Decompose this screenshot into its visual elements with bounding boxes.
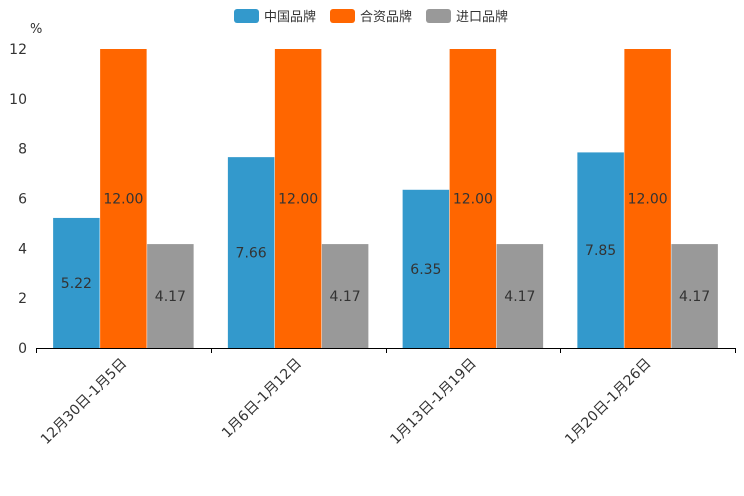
y-tick-label: 6 — [18, 192, 27, 208]
bar-2-0 — [147, 244, 194, 348]
bar-2-1 — [321, 244, 369, 348]
bar-1-0 — [100, 49, 147, 348]
bar-0-0 — [53, 217, 100, 348]
data-label-0-2: 6.35 — [410, 262, 441, 278]
legend-swatch-2 — [426, 9, 451, 23]
data-label-1-2: 12.00 — [453, 192, 493, 208]
data-label-2-0: 4.17 — [155, 289, 186, 305]
bar-0-2 — [402, 189, 450, 348]
data-label-1-0: 12.00 — [103, 192, 143, 208]
data-label-2-2: 4.17 — [504, 289, 535, 305]
bar-1-1 — [274, 49, 322, 348]
bar-0-1 — [227, 157, 275, 348]
bar-1-2 — [449, 49, 497, 348]
bar-1-3 — [624, 49, 671, 348]
y-axis: 0 2 4 6 8 10 12 — [9, 42, 27, 357]
x-tick-label: 1月13日-1月19日 — [387, 356, 479, 448]
legend: 中国品牌 合资品牌 进口品牌 — [234, 9, 508, 25]
data-label-0-1: 7.66 — [236, 246, 267, 262]
x-tick-label: 1月20日-1月26日 — [562, 356, 654, 448]
y-tick-label: 0 — [18, 341, 27, 357]
x-axis: 12月30日-1月5日 1月6日-1月12日 1月13日-1月19日 1月20日-1月… — [36, 348, 736, 448]
legend-label-2: 进口品牌 — [456, 9, 508, 25]
data-label-1-3: 12.00 — [628, 192, 668, 208]
data-label-0-0: 5.22 — [61, 276, 92, 292]
x-tick-label: 12月30日-1月5日 — [38, 356, 130, 448]
data-label-2-3: 4.17 — [679, 289, 710, 305]
data-label-0-3: 7.85 — [585, 243, 616, 259]
y-tick-label: 12 — [9, 42, 27, 58]
y-tick-label: 10 — [9, 92, 27, 108]
bar-2-3 — [671, 244, 718, 348]
legend-label-1: 合资品牌 — [360, 9, 412, 25]
legend-label-0: 中国品牌 — [264, 9, 316, 25]
bar-0-3 — [577, 152, 624, 348]
data-label-2-1: 4.17 — [330, 289, 361, 305]
bars: 5.22 12.00 4.17 7.66 12.00 4.17 6.35 12.00 4.17 7… — [53, 49, 718, 348]
legend-swatch-1 — [330, 9, 355, 23]
legend-swatch-0 — [234, 9, 259, 23]
bar-2-2 — [496, 244, 544, 348]
y-tick-label: 2 — [18, 291, 27, 307]
y-axis-unit-label: % — [30, 22, 42, 37]
y-tick-label: 8 — [18, 142, 27, 158]
x-tick-label: 1月6日-1月12日 — [219, 356, 305, 442]
y-tick-label: 4 — [18, 241, 27, 257]
data-label-1-1: 12.00 — [278, 192, 318, 208]
